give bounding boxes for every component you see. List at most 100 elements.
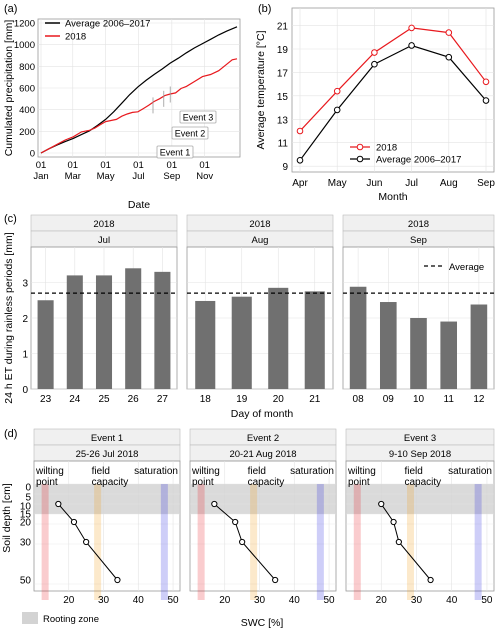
x-axis-label-c: Day of month — [231, 408, 294, 420]
y-axis-label-d: Soil depth [cm] — [1, 483, 13, 553]
x-axis-label-a: Date — [128, 199, 150, 211]
threshold-band — [250, 484, 258, 600]
y-axis-label-b: Average temperature [°C] — [255, 30, 267, 149]
y-tick-label-d: 15 — [20, 510, 32, 521]
y-tick-label-a: 200 — [19, 127, 35, 138]
x-tick-label-c: 21 — [309, 394, 321, 405]
threshold-label: wilting — [347, 466, 376, 477]
x-tick-label-a: Nov — [196, 171, 213, 182]
facet-month-label: Aug — [252, 235, 269, 246]
event-annotation-box — [179, 110, 217, 124]
facet-date-label: 20-21 Aug 2018 — [229, 449, 296, 460]
x-tick-label-c: 20 — [273, 394, 285, 405]
y-tick-label-c: 1 — [22, 350, 28, 361]
legend-label-a: Average 2006–2017 — [65, 19, 150, 30]
facet-date-label: 25-26 Jul 2018 — [76, 449, 139, 460]
x-axis-label-b: Month — [378, 191, 407, 203]
data-point-d — [232, 518, 239, 526]
x-tick-label-a: Jan — [33, 171, 48, 182]
facet-year-label: 2018 — [249, 219, 270, 230]
data-point-b — [296, 156, 304, 164]
bar-c — [349, 286, 367, 389]
data-point-b — [333, 87, 341, 95]
x-tick-label-c: 19 — [236, 394, 248, 405]
rooting-zone-band — [190, 484, 336, 514]
bar-c — [125, 268, 142, 389]
facet-year-label: 2018 — [408, 219, 429, 230]
facet-date-label: 9-10 Sep 2018 — [389, 449, 451, 460]
event-annotation: Event 2 — [175, 129, 206, 139]
y-tick-label-d: 20 — [20, 518, 32, 529]
plot-frame-d — [189, 460, 337, 592]
x-tick-label-b: Jul — [405, 178, 418, 189]
facet-month-label: Sep — [410, 235, 427, 246]
data-point-d — [114, 576, 121, 584]
data-point-d — [378, 500, 385, 508]
rooting-zone-band — [346, 484, 494, 514]
x-tick-label-b: Aug — [440, 178, 458, 189]
bar-c — [66, 275, 83, 389]
bar-c — [379, 302, 397, 389]
data-point-d — [395, 538, 402, 546]
profile-line-d — [380, 503, 431, 581]
series-line-b — [299, 44, 487, 161]
y-tick-label-d: 10 — [20, 502, 32, 513]
legend-label-d: Rooting zone — [43, 614, 99, 625]
threshold-label: saturation — [134, 466, 178, 477]
event-annotation: Event 1 — [160, 148, 191, 158]
x-tick-label-d: 40 — [446, 595, 458, 606]
y-tick-label-a: 800 — [19, 62, 35, 73]
threshold-label: field — [404, 466, 422, 477]
x-tick-label-c: 18 — [200, 394, 212, 405]
profile-line-d — [57, 503, 118, 581]
plot-frame-d — [33, 460, 181, 592]
threshold-band — [353, 484, 361, 600]
y-tick-label-d: 5 — [25, 493, 31, 504]
legend-swatch-d — [22, 612, 38, 624]
x-tick-label-d: 50 — [481, 595, 493, 606]
y-tick-label-b: 15 — [277, 92, 289, 103]
threshold-label: saturation — [448, 466, 492, 477]
x-tick-label-a: Mar — [65, 171, 81, 182]
y-axis-label-a: Cumulated precipitation [mm] — [3, 20, 15, 157]
data-point-b — [482, 97, 490, 104]
x-tick-label-a: Sep — [163, 171, 180, 182]
y-tick-label-b: 9 — [282, 162, 288, 173]
legend-label-c: Average — [449, 262, 484, 273]
y-tick-label-c: 2 — [22, 314, 28, 325]
event-annotation-box — [171, 126, 209, 140]
data-point-b — [445, 29, 453, 36]
x-tick-label-d: 30 — [98, 595, 110, 606]
x-tick-label-d: 50 — [167, 595, 179, 606]
bar-c — [440, 321, 458, 389]
threshold-label: point — [348, 477, 370, 488]
data-point-b — [408, 24, 415, 32]
threshold-band — [316, 484, 324, 600]
profile-line-d — [213, 503, 276, 581]
x-tick-label-c: 24 — [69, 394, 81, 405]
y-tick-label-b: 19 — [277, 45, 289, 56]
x-tick-label-d: 50 — [323, 595, 335, 606]
threshold-band — [160, 484, 168, 600]
x-tick-label-a: 01 — [199, 160, 210, 171]
x-tick-label-b: Apr — [292, 178, 308, 189]
data-point-b — [482, 78, 490, 86]
event-annotation-box — [156, 145, 194, 159]
facet-month-label: Jul — [98, 235, 110, 246]
bar-c — [304, 291, 325, 389]
event-annotation: Event 3 — [183, 113, 214, 123]
data-point-b — [371, 60, 378, 68]
x-tick-label-b: Sep — [477, 178, 495, 189]
y-tick-label-b: 17 — [277, 68, 289, 79]
threshold-band — [94, 484, 102, 600]
x-tick-label-b: May — [328, 178, 347, 189]
data-point-d — [70, 518, 78, 526]
threshold-label: capacity — [404, 477, 441, 488]
x-tick-label-a: Jul — [132, 171, 144, 182]
bar-c — [37, 300, 54, 389]
bar-c — [231, 296, 252, 389]
threshold-label: wilting — [191, 466, 220, 477]
bar-c — [470, 304, 488, 389]
x-tick-label-d: 30 — [254, 595, 266, 606]
